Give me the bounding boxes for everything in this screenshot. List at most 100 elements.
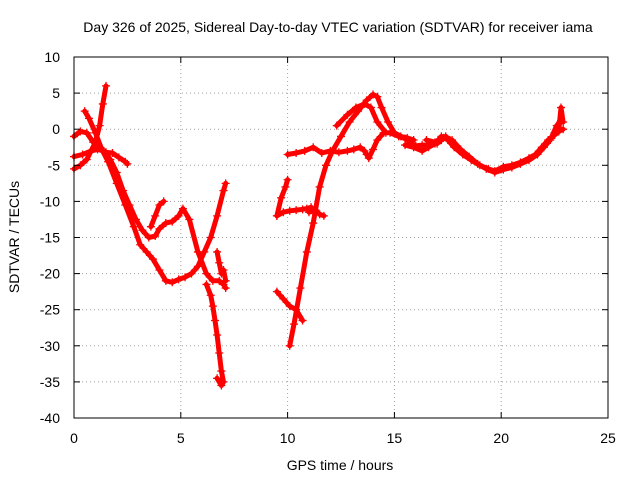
data-point-marker bbox=[309, 219, 318, 228]
data-point-marker bbox=[82, 155, 91, 164]
data-series bbox=[70, 81, 568, 390]
data-point-marker bbox=[112, 179, 121, 188]
data-point-marker bbox=[95, 121, 104, 130]
data-point-marker bbox=[181, 273, 190, 282]
data-point-marker bbox=[373, 92, 382, 101]
data-point-marker bbox=[87, 146, 96, 155]
y-tick-label: 0 bbox=[52, 121, 60, 137]
data-point-marker bbox=[213, 211, 222, 220]
data-point-marker bbox=[138, 226, 147, 235]
data-point-marker bbox=[174, 211, 183, 220]
y-tick-label: 10 bbox=[44, 49, 60, 65]
series-line bbox=[552, 105, 566, 136]
data-point-marker bbox=[161, 276, 170, 285]
series-track-16 bbox=[422, 116, 566, 177]
data-point-marker bbox=[315, 210, 324, 219]
data-point-marker bbox=[482, 164, 491, 173]
data-point-marker bbox=[373, 117, 382, 126]
data-point-marker bbox=[315, 182, 324, 191]
data-point-marker bbox=[193, 262, 202, 271]
data-point-marker bbox=[418, 146, 427, 155]
data-point-marker bbox=[337, 132, 345, 141]
data-point-marker bbox=[317, 149, 326, 158]
data-point-marker bbox=[185, 215, 194, 224]
data-point-marker bbox=[114, 153, 123, 162]
data-point-marker bbox=[322, 161, 331, 170]
data-point-marker bbox=[473, 159, 482, 168]
data-point-marker bbox=[401, 141, 410, 150]
data-point-marker bbox=[356, 143, 365, 152]
y-tick-labels: 10 5 0 -5 -10 -15 -20 -25 -30 -35 -40 bbox=[40, 49, 60, 426]
data-point-marker bbox=[91, 128, 100, 137]
data-point-marker bbox=[78, 150, 87, 159]
y-axis-label: SDTVAR / TECUs bbox=[6, 181, 22, 293]
data-point-marker bbox=[174, 275, 183, 284]
data-point-marker bbox=[215, 258, 224, 267]
data-point-marker bbox=[279, 208, 288, 217]
data-point-marker bbox=[213, 330, 222, 339]
data-point-marker bbox=[311, 206, 320, 215]
data-point-marker bbox=[539, 143, 548, 152]
data-point-marker bbox=[142, 247, 151, 256]
series-line bbox=[71, 146, 229, 291]
data-point-marker bbox=[349, 145, 358, 154]
series-line bbox=[306, 207, 327, 219]
data-point-marker bbox=[490, 168, 499, 177]
data-point-marker bbox=[439, 133, 448, 142]
data-point-marker bbox=[149, 255, 158, 264]
x-tick-label: 20 bbox=[493, 430, 509, 446]
series-track-12 bbox=[304, 206, 328, 220]
series-track-2 bbox=[70, 145, 230, 293]
series-line bbox=[148, 198, 167, 230]
data-point-marker bbox=[343, 146, 352, 155]
data-point-marker bbox=[557, 103, 566, 112]
data-point-marker bbox=[369, 145, 378, 154]
series-line bbox=[287, 92, 417, 349]
y-tick-label: -30 bbox=[40, 338, 60, 354]
data-point-marker bbox=[168, 278, 177, 287]
x-tick-labels: 0 5 10 15 20 25 bbox=[70, 430, 616, 446]
x-tick-label: 15 bbox=[387, 430, 403, 446]
data-point-marker bbox=[285, 302, 294, 311]
data-point-marker bbox=[98, 99, 107, 108]
data-point-marker bbox=[213, 247, 222, 256]
data-point-marker bbox=[345, 117, 354, 126]
data-point-marker bbox=[285, 341, 294, 350]
data-point-marker bbox=[343, 110, 352, 119]
data-point-marker bbox=[394, 132, 403, 141]
y-tick-label: 5 bbox=[52, 85, 60, 101]
data-point-marker bbox=[334, 148, 343, 157]
data-point-marker bbox=[290, 320, 299, 329]
series-line bbox=[82, 108, 229, 285]
x-tick-label: 25 bbox=[600, 430, 616, 446]
series-track-11 bbox=[285, 90, 418, 350]
data-point-marker bbox=[533, 150, 542, 159]
data-point-marker bbox=[187, 269, 196, 278]
data-point-marker bbox=[281, 182, 290, 191]
axis-ticks bbox=[73, 56, 609, 419]
y-tick-label: -10 bbox=[40, 193, 60, 209]
data-point-marker bbox=[448, 136, 457, 145]
series-track-17 bbox=[550, 103, 568, 137]
data-point-marker bbox=[550, 128, 559, 137]
data-point-marker bbox=[326, 146, 335, 155]
data-point-marker bbox=[304, 208, 313, 217]
data-point-marker bbox=[309, 143, 318, 152]
data-point-marker bbox=[300, 146, 309, 155]
y-tick-label: -20 bbox=[40, 266, 60, 282]
data-point-marker bbox=[84, 114, 93, 123]
data-point-marker bbox=[351, 103, 360, 112]
data-point-marker bbox=[277, 193, 286, 202]
data-point-marker bbox=[206, 233, 215, 242]
series-track-4 bbox=[80, 107, 230, 287]
data-point-marker bbox=[213, 374, 222, 383]
series-track-14 bbox=[332, 99, 390, 137]
data-point-marker bbox=[383, 117, 392, 126]
x-tick-label: 10 bbox=[280, 430, 296, 446]
data-point-marker bbox=[206, 291, 215, 300]
data-point-marker bbox=[279, 294, 288, 303]
data-point-marker bbox=[465, 152, 474, 161]
data-point-marker bbox=[296, 284, 305, 293]
data-point-marker bbox=[360, 99, 369, 108]
data-point-marker bbox=[202, 280, 211, 289]
